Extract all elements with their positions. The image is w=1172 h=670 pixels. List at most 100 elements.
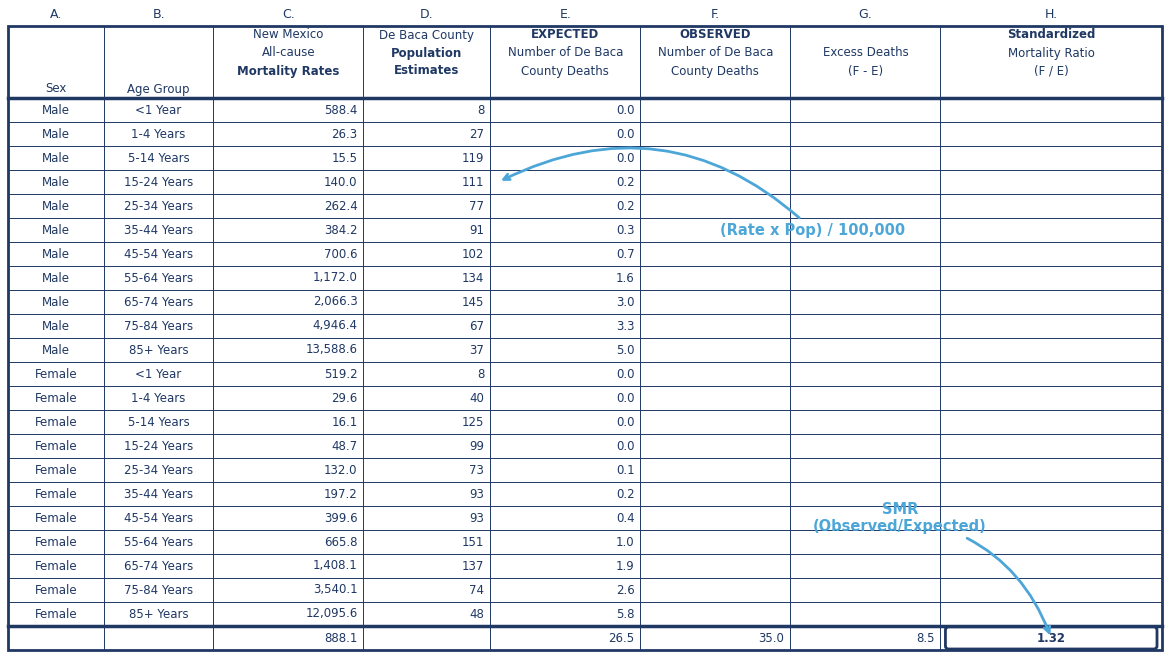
Text: 197.2: 197.2 bbox=[323, 488, 357, 500]
Text: C.: C. bbox=[282, 9, 295, 21]
Text: 384.2: 384.2 bbox=[323, 224, 357, 237]
Text: 0.0: 0.0 bbox=[616, 103, 634, 117]
Text: Excess Deaths: Excess Deaths bbox=[823, 46, 908, 60]
FancyBboxPatch shape bbox=[946, 627, 1157, 649]
Text: Number of De Baca: Number of De Baca bbox=[507, 46, 624, 60]
Text: 8: 8 bbox=[477, 103, 484, 117]
Text: 29.6: 29.6 bbox=[332, 391, 357, 405]
Text: E.: E. bbox=[559, 9, 571, 21]
Text: <1 Year: <1 Year bbox=[136, 368, 182, 381]
Text: Number of De Baca: Number of De Baca bbox=[657, 46, 774, 60]
Text: Male: Male bbox=[42, 247, 70, 261]
Text: Female: Female bbox=[35, 368, 77, 381]
Text: 85+ Years: 85+ Years bbox=[129, 344, 189, 356]
Text: 91: 91 bbox=[469, 224, 484, 237]
Text: 15-24 Years: 15-24 Years bbox=[124, 440, 193, 452]
Text: Female: Female bbox=[35, 464, 77, 476]
Text: Male: Male bbox=[42, 224, 70, 237]
Text: 67: 67 bbox=[469, 320, 484, 332]
Text: 5.0: 5.0 bbox=[616, 344, 634, 356]
Text: 125: 125 bbox=[462, 415, 484, 429]
Text: All-cause: All-cause bbox=[261, 46, 315, 60]
Text: 55-64 Years: 55-64 Years bbox=[124, 271, 193, 285]
Text: 0.0: 0.0 bbox=[616, 127, 634, 141]
Text: 65-74 Years: 65-74 Years bbox=[124, 559, 193, 572]
Text: County Deaths: County Deaths bbox=[672, 64, 759, 78]
Text: Estimates: Estimates bbox=[394, 64, 459, 78]
Text: 588.4: 588.4 bbox=[323, 103, 357, 117]
Text: 45-54 Years: 45-54 Years bbox=[124, 511, 193, 525]
Text: 0.0: 0.0 bbox=[616, 151, 634, 165]
Text: 5.8: 5.8 bbox=[616, 608, 634, 620]
Text: <1 Year: <1 Year bbox=[136, 103, 182, 117]
Text: Female: Female bbox=[35, 559, 77, 572]
Text: County Deaths: County Deaths bbox=[522, 64, 609, 78]
Text: 55-64 Years: 55-64 Years bbox=[124, 535, 193, 549]
Text: Female: Female bbox=[35, 584, 77, 596]
Text: 519.2: 519.2 bbox=[323, 368, 357, 381]
Text: 40: 40 bbox=[470, 391, 484, 405]
Text: 134: 134 bbox=[462, 271, 484, 285]
Text: 5-14 Years: 5-14 Years bbox=[128, 415, 190, 429]
Text: Male: Male bbox=[42, 151, 70, 165]
Text: 8.5: 8.5 bbox=[917, 632, 934, 645]
Text: 151: 151 bbox=[462, 535, 484, 549]
Text: 15-24 Years: 15-24 Years bbox=[124, 176, 193, 188]
Text: 119: 119 bbox=[462, 151, 484, 165]
Text: 15.5: 15.5 bbox=[332, 151, 357, 165]
Text: Female: Female bbox=[35, 535, 77, 549]
Text: 25-34 Years: 25-34 Years bbox=[124, 464, 193, 476]
Text: 65-74 Years: 65-74 Years bbox=[124, 295, 193, 308]
Text: Population: Population bbox=[391, 46, 463, 60]
Text: 27: 27 bbox=[469, 127, 484, 141]
Text: 888.1: 888.1 bbox=[323, 632, 357, 645]
Text: 399.6: 399.6 bbox=[323, 511, 357, 525]
FancyBboxPatch shape bbox=[8, 26, 1161, 650]
Text: 0.0: 0.0 bbox=[616, 391, 634, 405]
Text: Female: Female bbox=[35, 415, 77, 429]
Text: Male: Male bbox=[42, 176, 70, 188]
Text: Standardized: Standardized bbox=[1007, 29, 1096, 42]
Text: 48: 48 bbox=[470, 608, 484, 620]
Text: 35-44 Years: 35-44 Years bbox=[124, 224, 193, 237]
Text: Male: Male bbox=[42, 103, 70, 117]
Text: 93: 93 bbox=[470, 488, 484, 500]
Text: 26.5: 26.5 bbox=[608, 632, 634, 645]
Text: 111: 111 bbox=[462, 176, 484, 188]
Text: 3.3: 3.3 bbox=[616, 320, 634, 332]
Text: 48.7: 48.7 bbox=[332, 440, 357, 452]
Text: H.: H. bbox=[1044, 9, 1058, 21]
Text: 8: 8 bbox=[477, 368, 484, 381]
Text: Mortality Rates: Mortality Rates bbox=[237, 64, 340, 78]
Text: 16.1: 16.1 bbox=[332, 415, 357, 429]
Text: 0.2: 0.2 bbox=[615, 200, 634, 212]
Text: Male: Male bbox=[42, 320, 70, 332]
Text: 35-44 Years: 35-44 Years bbox=[124, 488, 193, 500]
Text: 75-84 Years: 75-84 Years bbox=[124, 584, 193, 596]
Text: 1.32: 1.32 bbox=[1037, 632, 1065, 645]
Text: 145: 145 bbox=[462, 295, 484, 308]
Text: Female: Female bbox=[35, 511, 77, 525]
Text: 0.0: 0.0 bbox=[616, 415, 634, 429]
Text: Female: Female bbox=[35, 488, 77, 500]
Text: A.: A. bbox=[49, 9, 62, 21]
Text: Age Group: Age Group bbox=[128, 82, 190, 96]
Text: (F - E): (F - E) bbox=[847, 64, 883, 78]
Text: OBSERVED: OBSERVED bbox=[680, 29, 751, 42]
Text: 0.3: 0.3 bbox=[616, 224, 634, 237]
Text: 1-4 Years: 1-4 Years bbox=[131, 391, 186, 405]
Text: 2.6: 2.6 bbox=[615, 584, 634, 596]
Text: 0.4: 0.4 bbox=[615, 511, 634, 525]
Text: Female: Female bbox=[35, 391, 77, 405]
Text: 99: 99 bbox=[469, 440, 484, 452]
Text: 137: 137 bbox=[462, 559, 484, 572]
Text: 1.9: 1.9 bbox=[615, 559, 634, 572]
Text: 75-84 Years: 75-84 Years bbox=[124, 320, 193, 332]
Text: 85+ Years: 85+ Years bbox=[129, 608, 189, 620]
Text: Male: Male bbox=[42, 127, 70, 141]
Text: Male: Male bbox=[42, 344, 70, 356]
Text: D.: D. bbox=[420, 9, 434, 21]
Text: 73: 73 bbox=[470, 464, 484, 476]
Text: Male: Male bbox=[42, 200, 70, 212]
Text: 0.0: 0.0 bbox=[616, 368, 634, 381]
